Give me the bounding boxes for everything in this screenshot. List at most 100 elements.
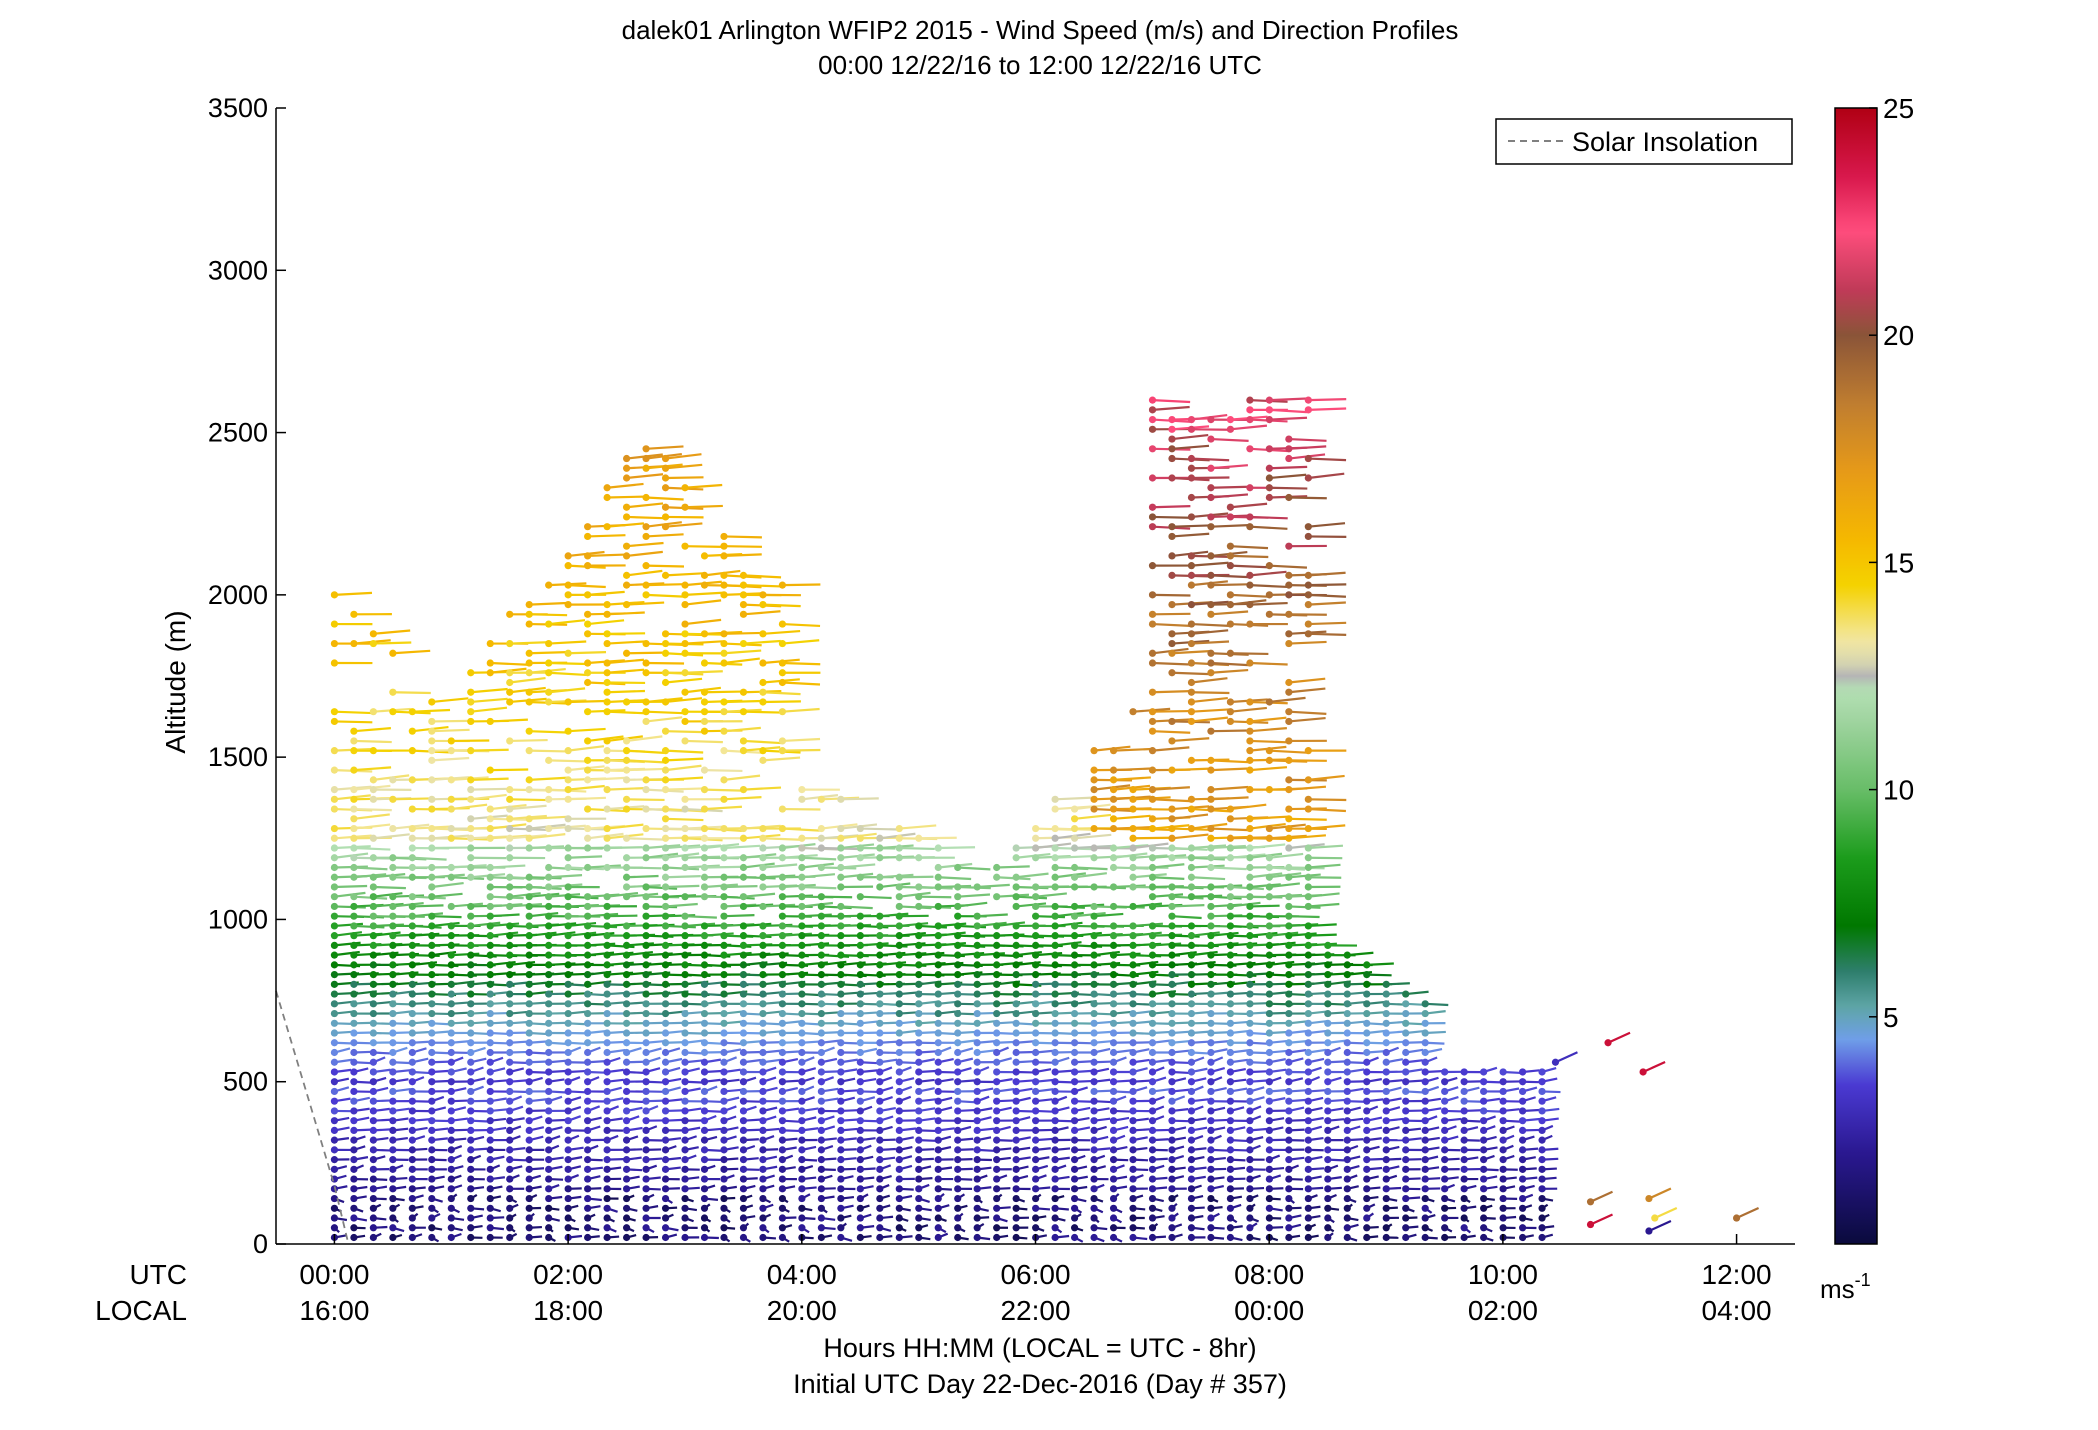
wind-barb-dot (954, 1088, 961, 1095)
wind-barb-dot (662, 572, 669, 579)
wind-barb-dot (1227, 1156, 1234, 1163)
wind-barb-dot (954, 990, 961, 997)
wind-barb-shaft (1211, 439, 1249, 441)
wind-barb-dot (467, 1156, 474, 1163)
wind-barb-dot (915, 942, 922, 949)
wind-barb-dot (720, 747, 727, 754)
wind-barb-dot (1032, 1214, 1039, 1221)
wind-barb-shaft (1269, 698, 1305, 702)
wind-barb-dot (448, 1175, 455, 1182)
wind-barb-dot (993, 1127, 1000, 1134)
wind-barb-dot (818, 1175, 825, 1182)
wind-barb-dot (448, 1059, 455, 1066)
wind-barb-shaft (1114, 777, 1151, 779)
wind-barb-dot (545, 689, 552, 696)
wind-barb-dot (526, 1166, 533, 1173)
wind-barb-dot (896, 893, 903, 900)
wind-barb-dot (993, 1146, 1000, 1153)
wind-barb-dot (720, 582, 727, 589)
wind-barb-dot (584, 1059, 591, 1066)
wind-barb-shaft (685, 593, 723, 595)
wind-barb-dot (857, 1185, 864, 1192)
wind-barb-dot (389, 1224, 396, 1231)
wind-barb-dot (1168, 1000, 1175, 1007)
wind-barb-dot (1266, 913, 1273, 920)
wind-barb-dot (565, 1175, 572, 1182)
wind-barb-dot (1129, 1166, 1136, 1173)
wind-barb-dot (993, 971, 1000, 978)
wind-barb-dot (350, 942, 357, 949)
wind-barb-dot (1207, 757, 1214, 764)
wind-barb-dot (506, 893, 513, 900)
wind-barb-dot (993, 874, 1000, 881)
wind-barb-dot (604, 1137, 611, 1144)
wind-barb-dot (584, 913, 591, 920)
wind-barb-dot (1285, 835, 1292, 842)
wind-barb-dot (954, 1205, 961, 1212)
wind-barb-dot (662, 523, 669, 530)
wind-barb-dot (954, 1214, 961, 1221)
wind-barb-dot (915, 903, 922, 910)
wind-barb-dot (818, 893, 825, 900)
wind-barb-dot (681, 1224, 688, 1231)
wind-barb-dot (467, 1020, 474, 1027)
wind-barb-dot (506, 961, 513, 968)
wind-barb-dot (1227, 543, 1234, 550)
wind-barb-dot (1090, 1146, 1097, 1153)
wind-barb-dot (1090, 952, 1097, 959)
wind-barb-dot (701, 1010, 708, 1017)
wind-barb-dot (1168, 1205, 1175, 1212)
wind-barb-dot (487, 961, 494, 968)
wind-barb-shaft (1211, 760, 1249, 762)
wind-barb-dot (1188, 971, 1195, 978)
wind-barb-dot (740, 1039, 747, 1046)
wind-barb-shaft (354, 741, 392, 742)
wind-barb-dot (467, 952, 474, 959)
wind-barb-dot (526, 883, 533, 890)
wind-barb-dot (1149, 1156, 1156, 1163)
wind-barb-dot (506, 679, 513, 686)
wind-barb-dot (1090, 1234, 1097, 1241)
wind-barb-dot (681, 1146, 688, 1153)
wind-barb-dot (487, 1156, 494, 1163)
wind-barb-dot (448, 796, 455, 803)
wind-barb-dot (779, 708, 786, 715)
wind-barb-dot (662, 952, 669, 959)
wind-barb-dot (1090, 1137, 1097, 1144)
wind-barb-dot (1246, 825, 1253, 832)
wind-barb-dot (681, 669, 688, 676)
wind-barb-dot (1013, 922, 1020, 929)
wind-barb-dot (1052, 1088, 1059, 1095)
wind-barb-dot (1285, 786, 1292, 793)
wind-barb-dot (662, 913, 669, 920)
wind-barb-dot (1266, 971, 1273, 978)
wind-barb-shaft (568, 856, 602, 857)
wind-barb-dot (974, 1117, 981, 1124)
wind-barb-dot (720, 1107, 727, 1114)
wind-barb-dot (896, 835, 903, 842)
wind-barb-dot (1168, 455, 1175, 462)
wind-barb-dot (857, 1175, 864, 1182)
wind-barb-dot (1285, 1175, 1292, 1182)
wind-barb-shaft (1191, 698, 1227, 702)
wind-barb-dot (954, 971, 961, 978)
wind-barb-dot (409, 893, 416, 900)
wind-barb-dot (837, 1049, 844, 1056)
wind-barb-dot (837, 796, 844, 803)
wind-barb-dot (1149, 1117, 1156, 1124)
wind-barb-dot (350, 961, 357, 968)
wind-barb-dot (623, 776, 630, 783)
wind-barb-dot (1188, 659, 1195, 666)
wind-barb-dot (857, 1078, 864, 1085)
wind-barb-dot (370, 990, 377, 997)
wind-barb-dot (1207, 990, 1214, 997)
wind-barb-dot (584, 757, 591, 764)
wind-barb-dot (1052, 1039, 1059, 1046)
wind-barb-dot (1168, 825, 1175, 832)
wind-barb-dot (1227, 1146, 1234, 1153)
wind-barb-dot (545, 1000, 552, 1007)
wind-barb-dot (1110, 1185, 1117, 1192)
wind-barb-dot (428, 942, 435, 949)
wind-barb-dot (759, 679, 766, 686)
wind-barb-dot (642, 854, 649, 861)
